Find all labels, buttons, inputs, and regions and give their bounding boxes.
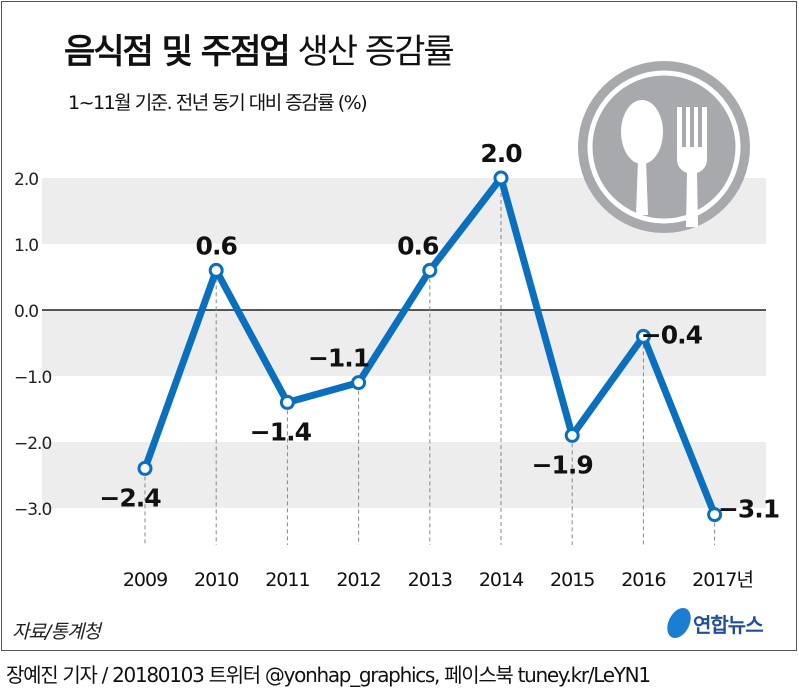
chart-title: 음식점 및 주점업 생산 증감률 [64, 32, 455, 72]
y-tick-label: 0.0 [14, 302, 38, 322]
data-point [707, 507, 723, 523]
data-label: 0.6 [196, 231, 238, 260]
data-point [279, 394, 295, 410]
data-label: −2.4 [99, 483, 161, 512]
logo-mark-icon [663, 608, 695, 638]
data-label: −1.9 [532, 450, 593, 479]
yonhap-logo: 연합뉴스 [663, 608, 764, 638]
chart-subtitle: 1~11월 기준. 전년 동기 대비 증감률 (%) [68, 92, 368, 114]
data-point [422, 262, 438, 278]
data-label: −1.1 [308, 344, 369, 373]
y-tick-label: 1.0 [14, 236, 38, 256]
y-tick-label: −2.0 [14, 434, 51, 454]
x-tick-label: 2012 [336, 569, 380, 591]
grid-band [42, 442, 766, 508]
data-point [493, 170, 509, 186]
data-label: 0.6 [397, 231, 439, 260]
spoon-fork-icon [578, 61, 750, 233]
y-tick-label: −3.0 [14, 500, 51, 520]
x-tick-label: 2010 [194, 569, 238, 591]
x-tick-label: 2009 [123, 569, 167, 591]
x-tick-label: 2016 [621, 569, 665, 591]
data-point [564, 427, 580, 443]
data-label: −1.4 [250, 417, 312, 446]
source-label: 자료/통계청 [12, 621, 101, 643]
data-label: 2.0 [480, 139, 522, 168]
data-label: −0.4 [641, 320, 703, 349]
data-label: −3.1 [718, 495, 779, 524]
x-tick-label: 2017년 [692, 569, 753, 591]
x-tick-label: 2011 [265, 569, 309, 591]
data-point [635, 328, 651, 344]
x-tick-label: 2015 [550, 569, 594, 591]
logo-text: 연합뉴스 [693, 612, 764, 637]
x-tick-label: 2014 [479, 569, 524, 591]
data-point [351, 375, 367, 391]
data-point [208, 262, 224, 278]
y-tick-label: 2.0 [14, 170, 38, 190]
credit-line: 장예진 기자 / 20180103 트위터 @yonhap_graphics, … [6, 663, 651, 687]
data-point [137, 460, 153, 476]
x-tick-label: 2013 [408, 569, 452, 591]
y-tick-label: −1.0 [14, 368, 51, 388]
chart-frame [1, 1, 797, 651]
